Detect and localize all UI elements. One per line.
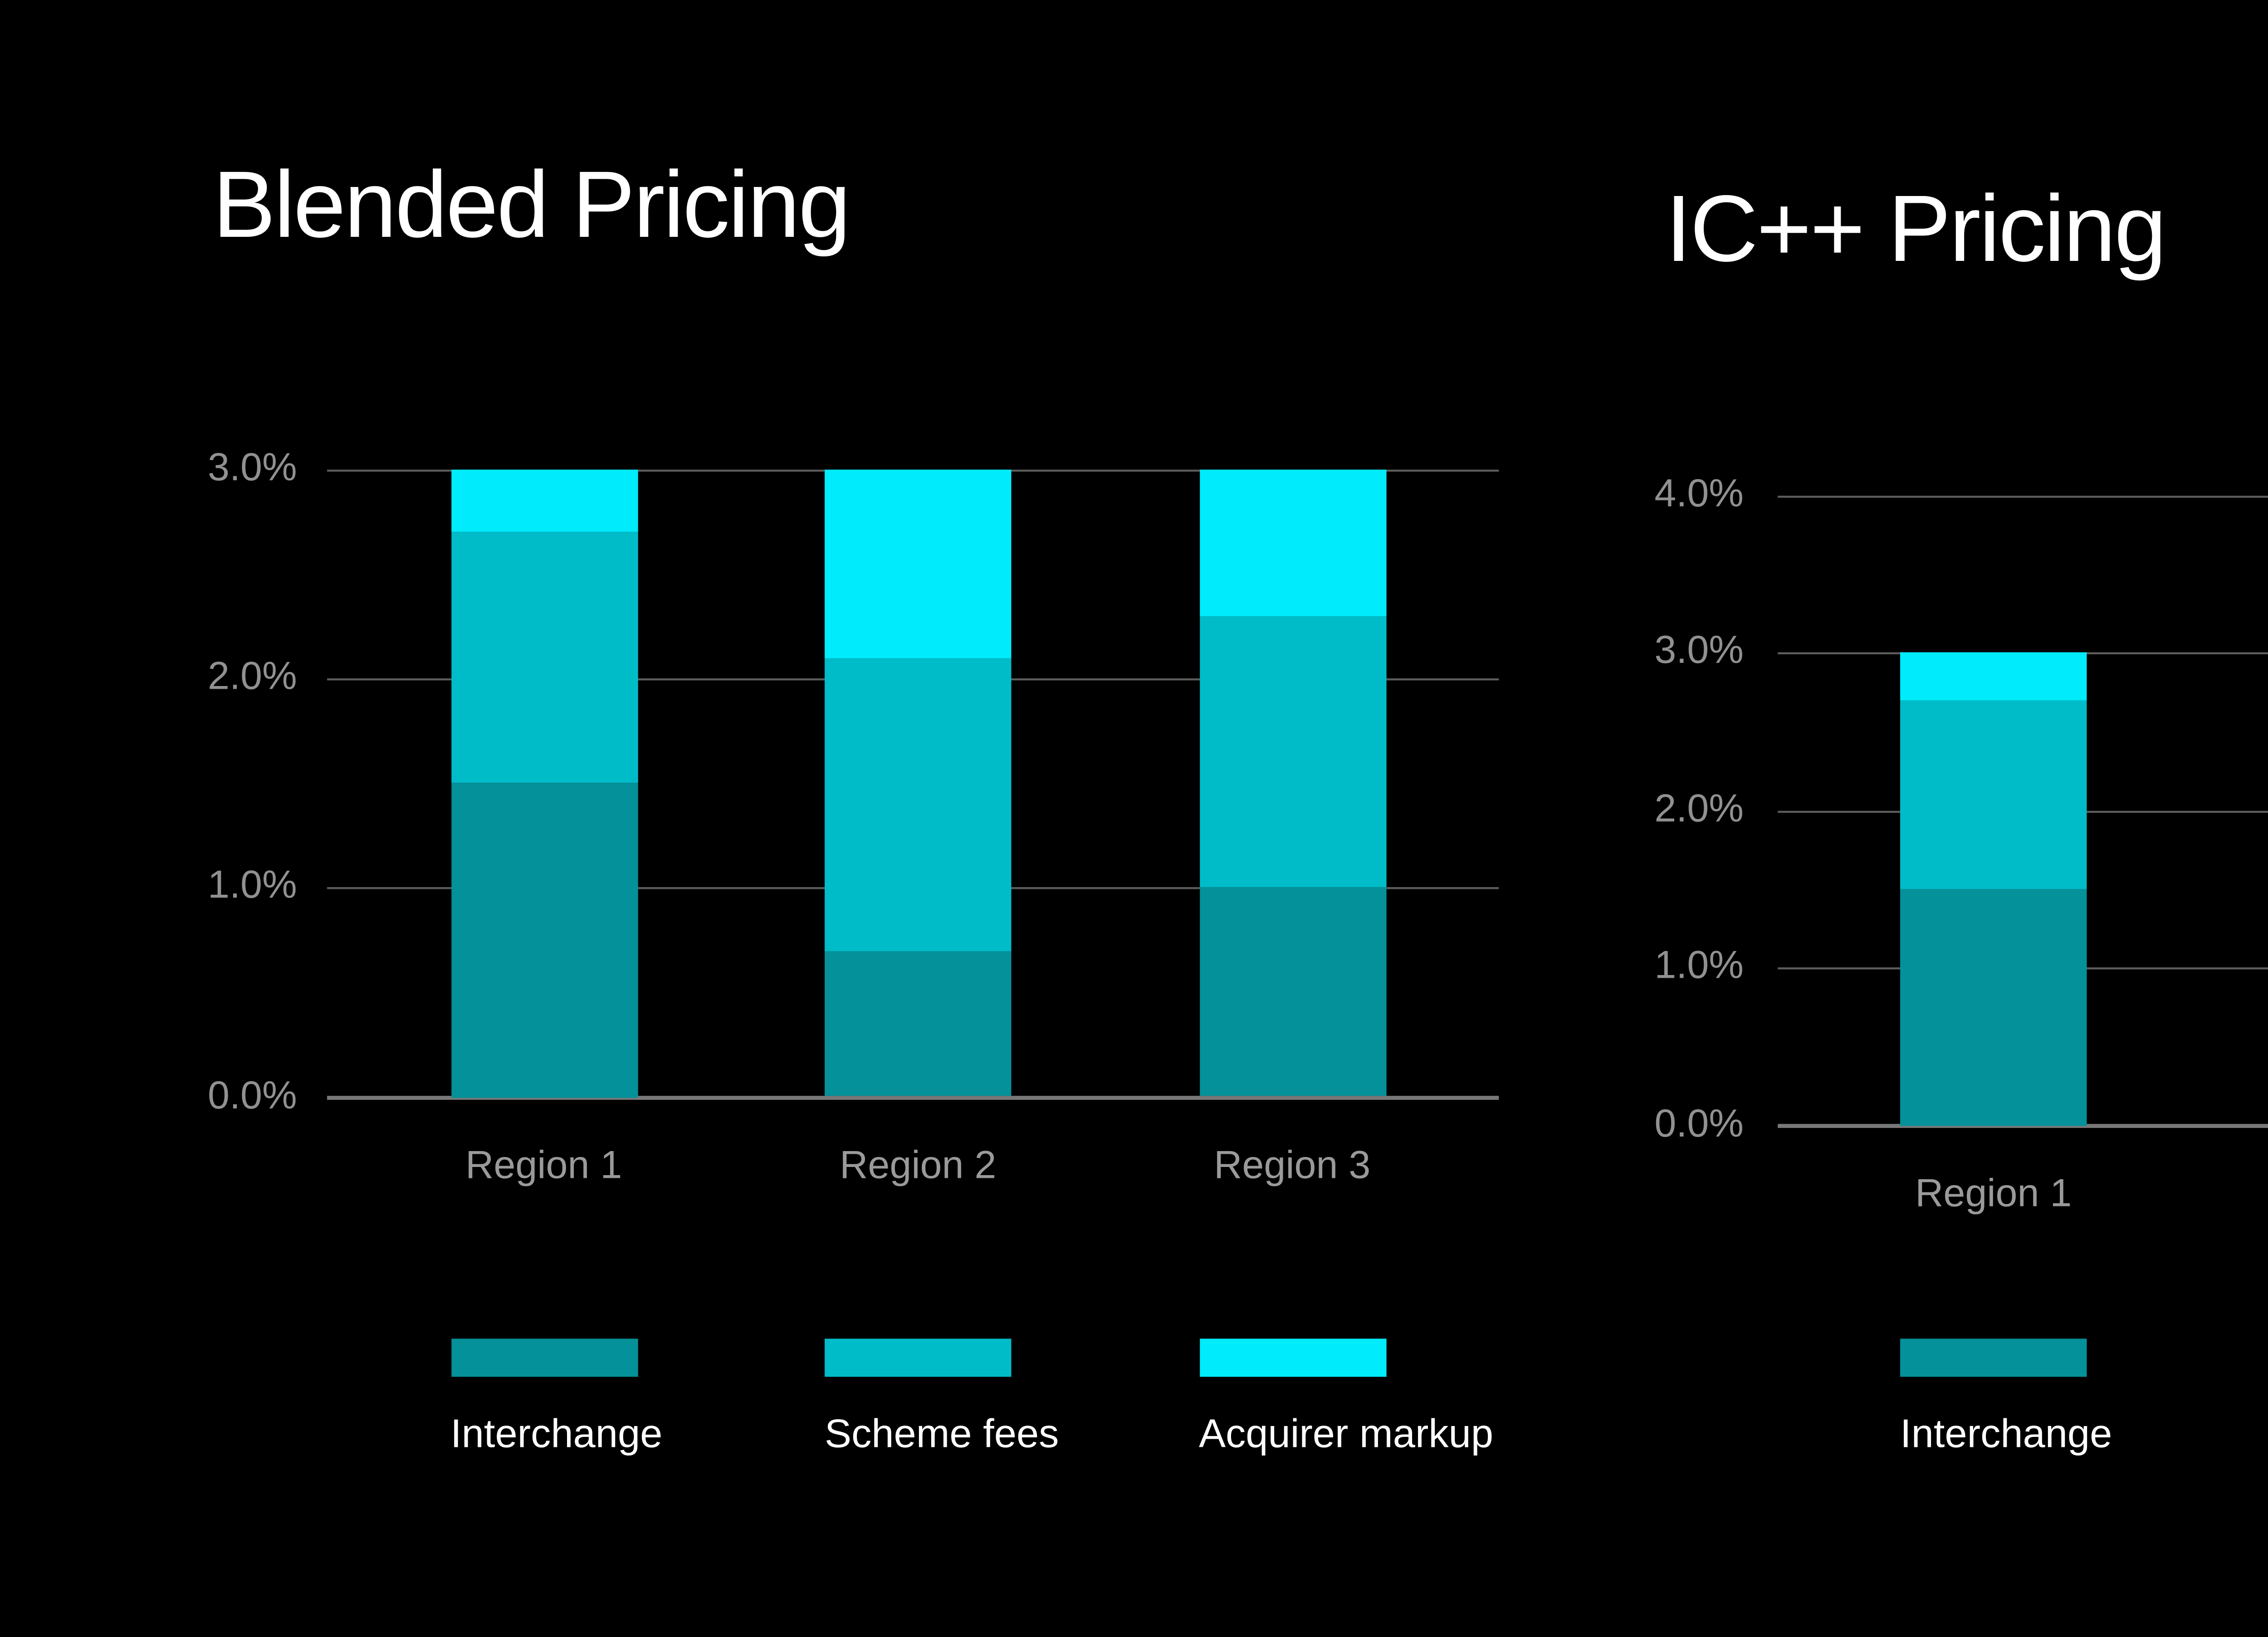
x-axis-label-region-2: Region 2	[840, 1144, 997, 1188]
bar-segment-region-1-scheme-fees	[1900, 700, 2087, 889]
bar-segment-region-3-acquirer-markup	[1199, 470, 1386, 616]
y-tick-label: 1.0%	[208, 864, 297, 908]
bar-segment-region-3-scheme-fees	[1199, 616, 1386, 888]
y-tick-label: 0.0%	[1654, 1101, 1744, 1146]
bar-segment-region-1-scheme-fees	[450, 532, 637, 784]
legend-swatch-interchange	[450, 1338, 637, 1377]
y-tick-label: 4.0%	[1654, 472, 1744, 516]
y-tick-label: 1.0%	[1654, 944, 1744, 989]
x-axis-label-region-1: Region 1	[465, 1144, 622, 1188]
bar-segment-region-2-acquirer-markup	[825, 470, 1012, 658]
y-tick-label: 2.0%	[208, 655, 297, 700]
legend-swatch-interchange	[1900, 1338, 2087, 1377]
icpp-pricing-title: IC++ Pricing	[1665, 174, 2167, 281]
blended-pricing-title: Blended Pricing	[212, 150, 851, 257]
y-tick-label: 3.0%	[1654, 629, 1744, 674]
bar-segment-region-2-scheme-fees	[825, 657, 1012, 951]
bar-segment-region-1-interchange	[450, 783, 637, 1097]
x-axis-label-region-3: Region 3	[1214, 1144, 1371, 1188]
x-axis-line	[1777, 1124, 2268, 1128]
legend-label-interchange: Interchange	[450, 1413, 663, 1457]
bar-segment-region-2-interchange	[825, 950, 1012, 1097]
bar-segment-region-1-acquirer-markup	[1900, 653, 2087, 701]
x-axis-line	[327, 1096, 1498, 1100]
legend-label-scheme-fees: Scheme fees	[825, 1413, 1059, 1457]
legend-swatch-acquirer-markup	[1199, 1338, 1386, 1377]
y-tick-label: 0.0%	[208, 1073, 297, 1117]
bar-segment-region-1-acquirer-markup	[450, 470, 637, 533]
gridline	[1777, 495, 2268, 498]
bar-segment-region-1-interchange	[1900, 889, 2087, 1125]
legend-label-acquirer-markup: Acquirer markup	[1199, 1413, 1494, 1457]
y-tick-label: 3.0%	[208, 446, 297, 490]
legend-swatch-scheme-fees	[825, 1338, 1012, 1377]
x-axis-label-region-1: Region 1	[1915, 1171, 2072, 1215]
y-tick-label: 2.0%	[1654, 787, 1744, 831]
bar-segment-region-3-interchange	[1199, 887, 1386, 1097]
legend-label-interchange: Interchange	[1900, 1413, 2112, 1457]
